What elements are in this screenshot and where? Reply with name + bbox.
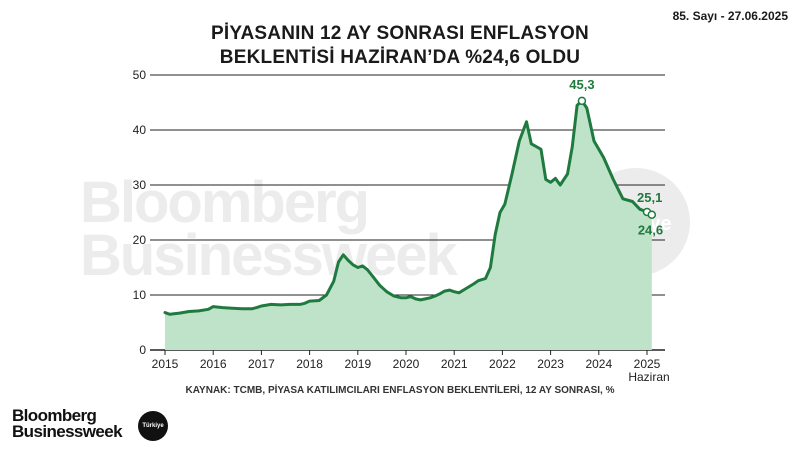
annotation-marker	[647, 210, 657, 219]
data-label: 25,1	[637, 190, 662, 205]
series-fill	[165, 100, 652, 351]
source-note: KAYNAK: TCMB, PİYASA KATILIMCILARI ENFLA…	[185, 385, 615, 396]
y-tick-label: 20	[133, 233, 147, 247]
chart-title: PİYASANIN 12 AY SONRASI ENFLASYON BEKLEN…	[0, 22, 800, 70]
y-tick-label: 50	[133, 68, 147, 82]
x-tick-label: 2025	[634, 357, 661, 371]
x-tick-label: 2023	[537, 357, 564, 371]
data-label: 24,6	[638, 223, 663, 238]
brand-badge: Türkiye	[138, 411, 168, 441]
x-tick-label: 2021	[441, 357, 468, 371]
brand-line-2: Businessweek	[12, 422, 123, 441]
x-tick-sublabel: Haziran	[628, 370, 669, 384]
y-tick-label: 0	[139, 343, 146, 357]
x-tick-label: 2015	[152, 357, 179, 371]
watermark-line-1: Bloomberg	[80, 170, 368, 235]
chart-title-line-2: BEKLENTİSİ HAZİRAN’DA %24,6 OLDU	[219, 47, 581, 68]
issue-label: 85. Sayı - 27.06.2025	[672, 9, 788, 23]
x-tick-label: 2016	[200, 357, 227, 371]
x-tick-label: 2022	[489, 357, 516, 371]
y-tick-label: 30	[133, 178, 147, 192]
x-tick-label: 2024	[585, 357, 612, 371]
annotation-marker	[577, 96, 587, 106]
x-tick-label: 2019	[344, 357, 371, 371]
series-line	[163, 99, 654, 316]
chart-title-line-1: PİYASANIN 12 AY SONRASI ENFLASYON	[211, 23, 589, 44]
x-axis-labels: 2015 2016 2017 2018 2019 2020 2021 2022 2023 2024…	[152, 357, 670, 384]
x-tick-label: 2018	[296, 357, 323, 371]
brand-logo: Bloomberg Businessweek	[12, 406, 123, 441]
x-tick-label: 2017	[248, 357, 275, 371]
brand-line-1: Bloomberg	[12, 406, 97, 425]
y-axis-labels: 0 10 20 30 40 50	[133, 68, 147, 357]
y-tick-label: 40	[133, 123, 147, 137]
data-label: 45,3	[569, 77, 594, 92]
x-tick-label: 2020	[393, 357, 420, 371]
y-tick-label: 10	[133, 288, 147, 302]
watermark-line-2: Businessweek	[80, 223, 459, 288]
data-annotations: 45,3 25,1 24,6	[569, 77, 663, 238]
series-area	[163, 99, 654, 351]
